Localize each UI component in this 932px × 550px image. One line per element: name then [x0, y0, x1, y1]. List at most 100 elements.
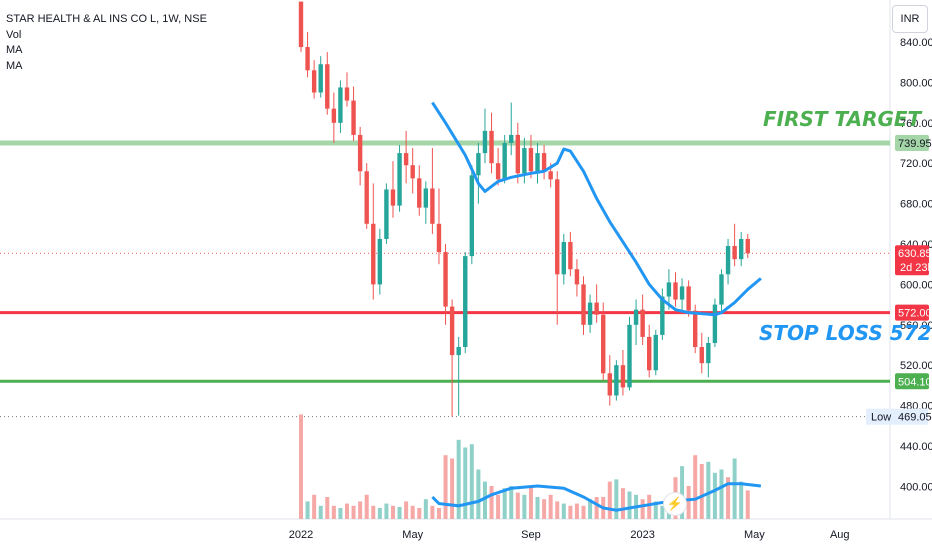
candle-body [403, 153, 409, 166]
candle-body [502, 143, 507, 180]
candle-body [489, 130, 494, 164]
candle-body [476, 153, 481, 176]
candle-body [344, 87, 350, 101]
candle-body [745, 238, 750, 254]
candle-body [357, 134, 363, 172]
candle-body [548, 171, 553, 180]
volume-bar [344, 503, 349, 519]
candle-body [607, 373, 612, 396]
volume-bar [436, 508, 441, 519]
time-tick-label: Sep [521, 529, 541, 541]
candle-body [653, 334, 658, 371]
candle-body [673, 282, 678, 300]
ma-indicator-label-2[interactable]: MA [6, 59, 23, 72]
volume-bar [680, 466, 685, 519]
volume-bar [358, 501, 363, 519]
volume-bar [706, 461, 711, 519]
volume-bar [568, 505, 573, 519]
volume-bar [660, 505, 665, 519]
time-tick-label: May [402, 529, 423, 541]
price-tick-label: 600.00 [900, 279, 932, 291]
symbol-title[interactable]: STAR HEALTH & AL INS CO L, 1W, NSE [6, 13, 207, 25]
candle-body [561, 241, 566, 275]
volume-bar [640, 499, 645, 519]
volume-bar [561, 503, 566, 519]
volume-bar [620, 488, 625, 519]
volume-bar [726, 477, 731, 519]
snapshot-button[interactable]: ⚡ [663, 492, 687, 516]
volume-bar [699, 464, 704, 519]
candle-body [732, 246, 737, 260]
candle-body [482, 130, 488, 154]
volume-bar [364, 494, 369, 519]
volume-indicator-label[interactable]: Vol [6, 28, 22, 41]
candle-body [541, 153, 547, 172]
volume-bar [509, 486, 514, 519]
candle-body [587, 302, 593, 325]
volume-bar [417, 508, 422, 519]
candle-body [660, 296, 665, 335]
volume-bar [535, 497, 540, 519]
volume-bar [647, 494, 652, 519]
volume-bar [463, 447, 468, 519]
volume-bar [312, 494, 317, 519]
volume-bar [423, 499, 428, 519]
volume-bar [325, 497, 330, 519]
candle-body [305, 47, 310, 71]
volume-bar [404, 501, 409, 519]
volume-bar [456, 439, 461, 519]
volume-bar [443, 455, 448, 519]
volume-bar [607, 481, 612, 519]
candle-body [699, 347, 704, 364]
candle-body [574, 269, 580, 285]
volume-bar [305, 501, 310, 519]
price-level-tag-support-bg [895, 373, 929, 390]
candle-body [298, 1, 304, 48]
volume-bar [739, 481, 744, 519]
price-tick-label: 720.00 [900, 158, 932, 170]
volume-bar [581, 505, 586, 519]
current-price-tag-bg [895, 245, 929, 276]
price-tick-label: 440.00 [900, 441, 932, 453]
chart-legend: STAR HEALTH & AL INS CO L, 1W, NSE Vol M… [6, 12, 207, 74]
volume-bar [693, 455, 698, 519]
candle-body [364, 171, 369, 224]
volume-bar [410, 505, 415, 519]
candle-body [410, 165, 415, 179]
currency-button[interactable]: INR [892, 5, 928, 33]
candle-body [384, 189, 389, 239]
volume-bar [719, 469, 724, 519]
candle-body [430, 188, 435, 224]
volume-bar [476, 469, 481, 519]
volume-bar [732, 458, 737, 519]
first-target-annotation[interactable]: FIRST TARGET [763, 107, 922, 131]
volume-bar [574, 503, 579, 519]
volume-ma-line [431, 482, 762, 512]
low-tag-value: 469.05 [898, 412, 932, 424]
volume-bar [390, 505, 395, 519]
stop-loss-annotation[interactable]: STOP LOSS 572 [759, 321, 932, 345]
candle-body [311, 70, 317, 93]
time-tick-label: Aug [830, 529, 850, 541]
volume-bar [653, 501, 658, 519]
price-tick-label: 800.00 [900, 77, 932, 89]
candle-body [738, 238, 744, 260]
candle-body [469, 175, 475, 257]
candle-body [463, 256, 468, 348]
candle-body [397, 153, 402, 206]
candle-body [371, 223, 376, 285]
candle-body [555, 179, 560, 275]
price-tick-label: 560.00 [900, 320, 932, 332]
ma-indicator-label[interactable]: MA [6, 44, 23, 56]
low-tag-label: Low [871, 412, 891, 424]
candle-body [443, 252, 448, 307]
volume-bar [469, 444, 474, 519]
candle-body [633, 309, 639, 325]
volume-bar [351, 505, 356, 519]
candle-body [417, 178, 422, 208]
volume-bar [489, 486, 494, 519]
lightning-icon: ⚡ [666, 496, 684, 511]
candle-body [456, 347, 461, 356]
volume-bar [331, 505, 336, 519]
